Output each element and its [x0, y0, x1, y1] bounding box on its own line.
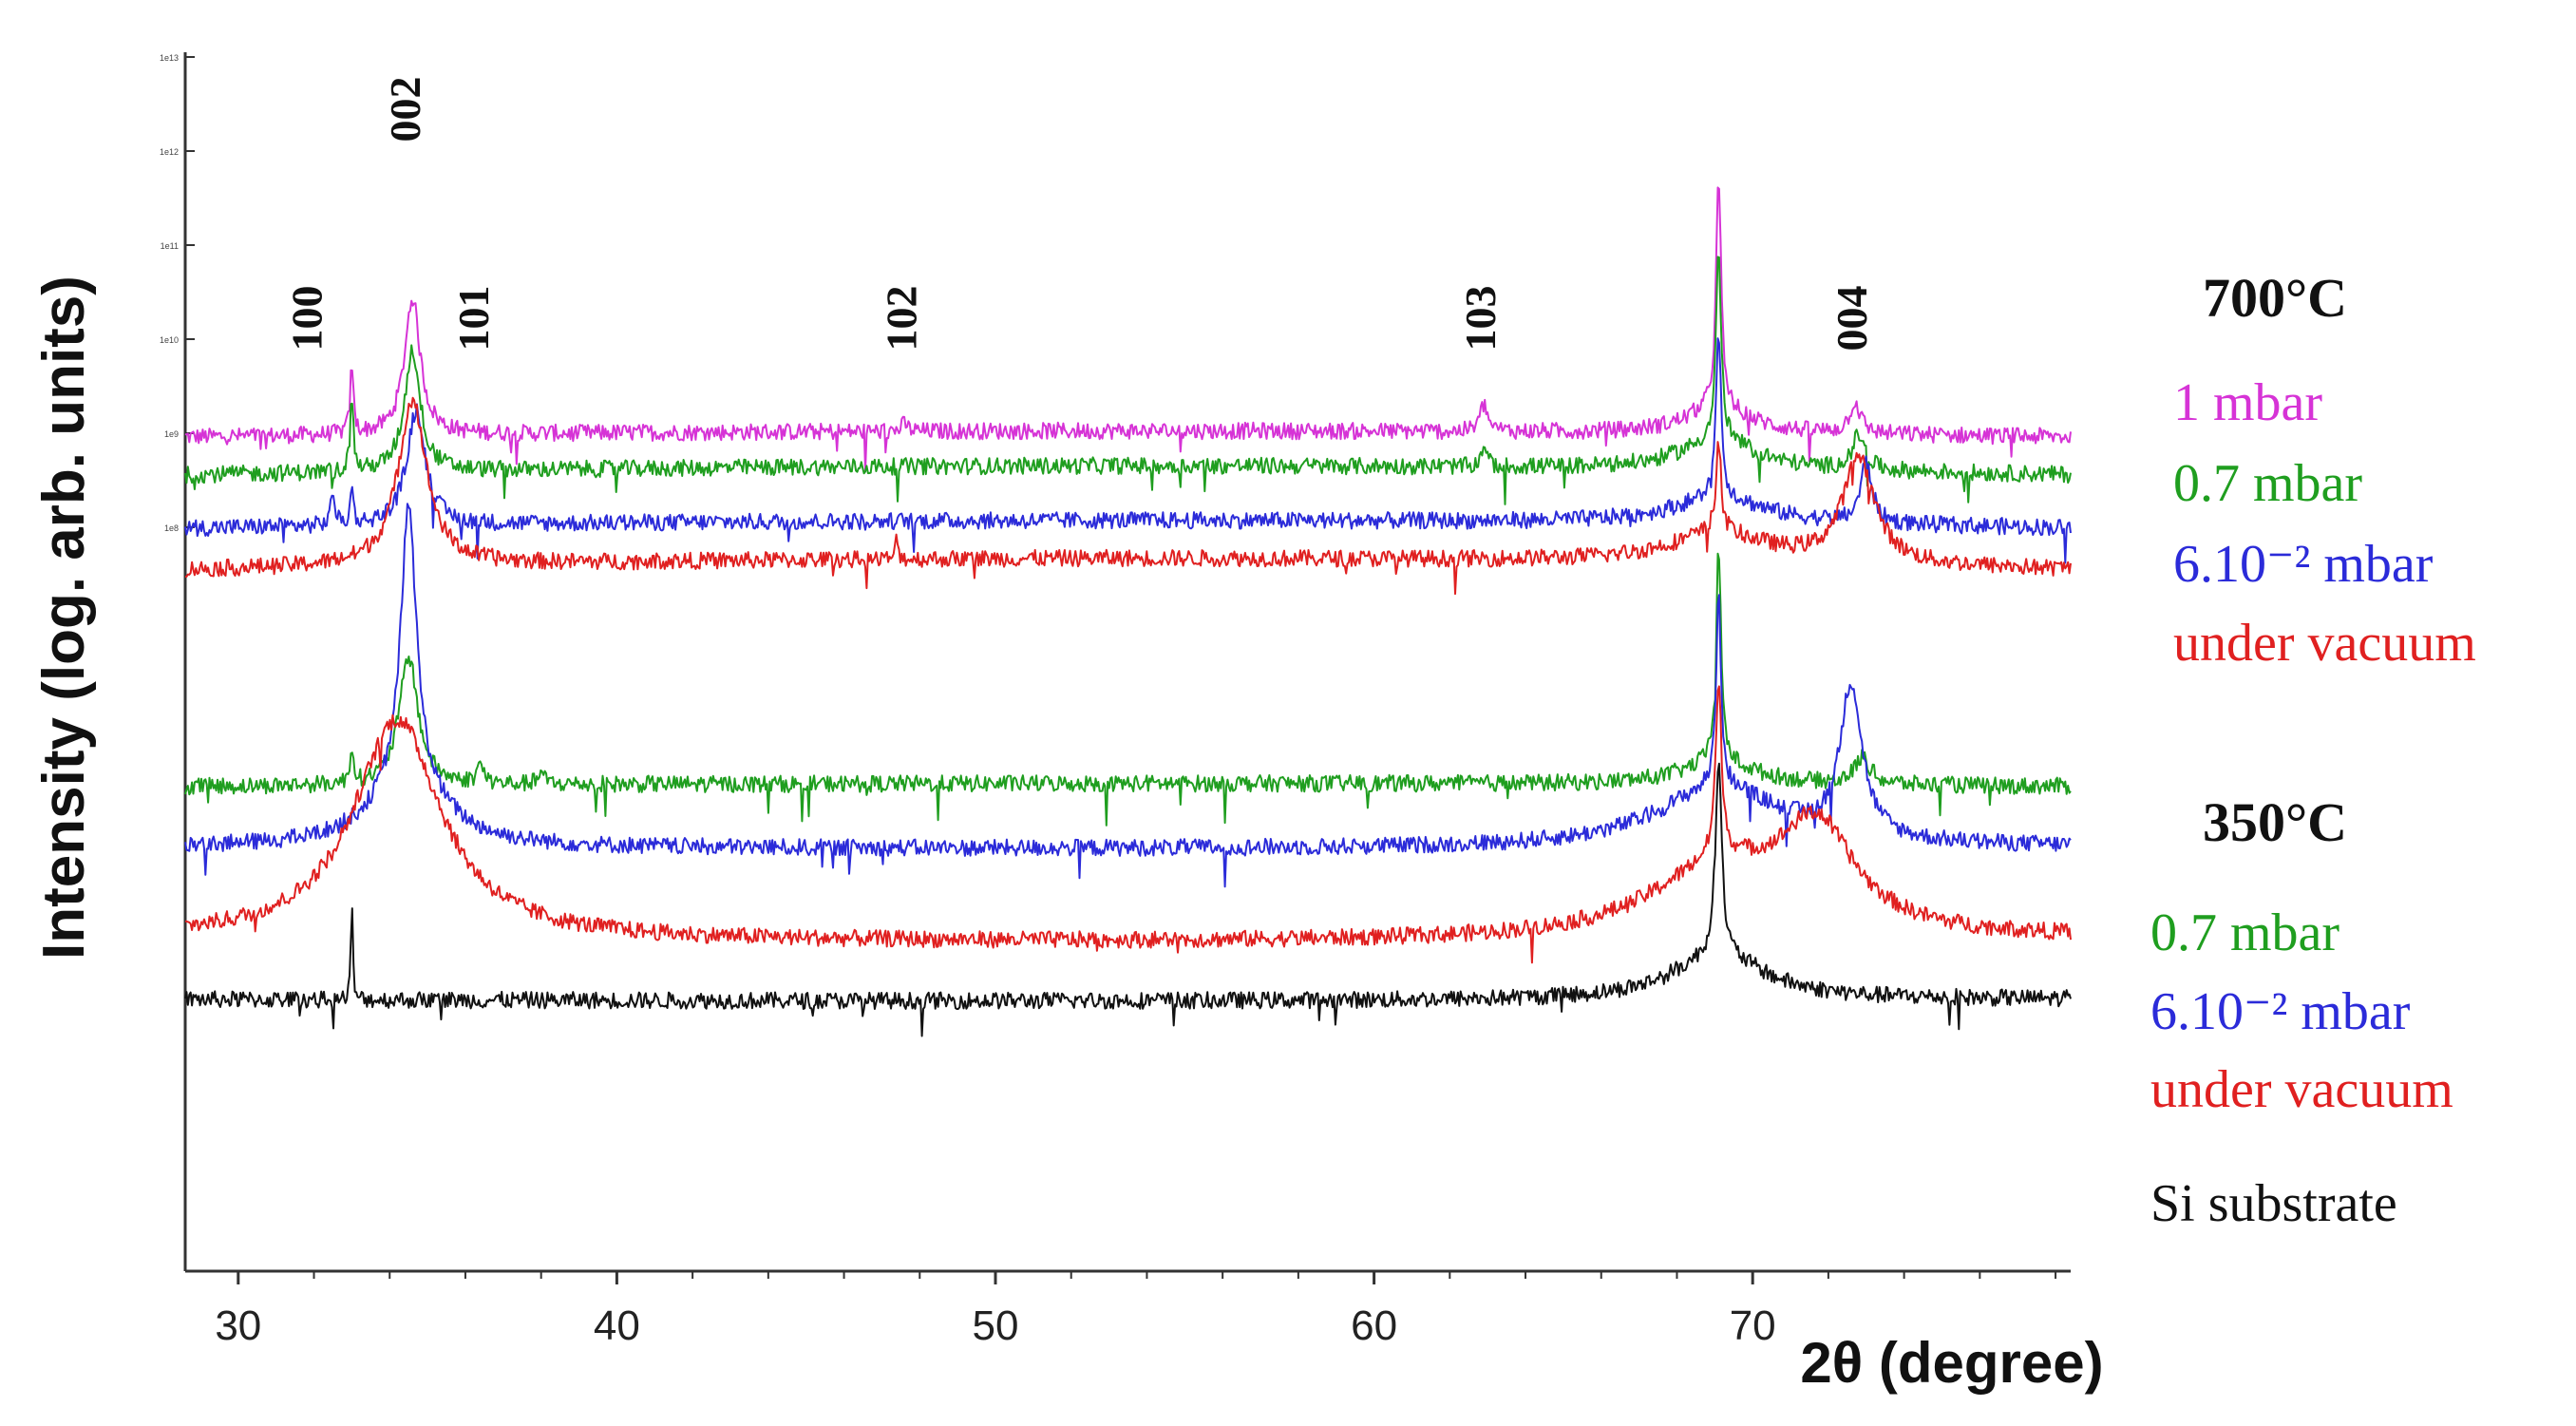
- series-line-6: [184, 685, 2072, 964]
- series-line-0: [184, 186, 2072, 473]
- series-line-3: [184, 396, 2072, 596]
- x-tick-label: 60: [1351, 1302, 1397, 1349]
- x-ticks: 30 40 50 60 70: [215, 1271, 2057, 1349]
- reflection-labels: 100 002 101 102 103 004: [283, 77, 1876, 352]
- y-tick-label: 1e10: [160, 335, 179, 345]
- y-tick-label: 1e11: [161, 241, 179, 251]
- group-heading-1: 350°C: [2203, 791, 2347, 853]
- series-line-2: [184, 337, 2072, 564]
- y-tick-label: 1e8: [164, 523, 179, 533]
- series-group: [184, 186, 2072, 1037]
- x-tick-label: 30: [215, 1302, 261, 1349]
- legend-entry-3: under vacuum: [2173, 614, 2476, 673]
- legend-entry-4: 0.7 mbar: [2150, 903, 2339, 962]
- legend-entry-0: 1 mbar: [2173, 373, 2322, 432]
- legend: 700°C 350°C 1 mbar 0.7 mbar 6.10⁻² mbar under…: [2150, 267, 2476, 1233]
- reflection-label-101: 101: [449, 286, 498, 352]
- y-tick-label: 1e13: [160, 53, 179, 63]
- x-tick-label: 50: [973, 1302, 1019, 1349]
- x-axis-label: 2θ (degree): [1800, 1331, 2103, 1395]
- reflection-label-100: 100: [283, 286, 331, 352]
- y-axis-label: Intensity (log. arb. units): [31, 276, 97, 960]
- legend-entry-7: Si substrate: [2150, 1174, 2397, 1233]
- reflection-label-002: 002: [381, 77, 429, 143]
- reflection-label-103: 103: [1456, 286, 1505, 352]
- reflection-label-004: 004: [1828, 286, 1876, 352]
- series-line-4: [184, 552, 2072, 827]
- group-heading-0: 700°C: [2203, 267, 2347, 329]
- series-line-5: [184, 503, 2072, 888]
- y-tick-label: 1e9: [164, 429, 179, 439]
- series-line-7: [184, 762, 2072, 1037]
- y-tick-label: 1e12: [160, 147, 179, 157]
- x-tick-label: 70: [1730, 1302, 1776, 1349]
- series-line-1: [184, 256, 2072, 505]
- x-tick-label: 40: [594, 1302, 640, 1349]
- reflection-label-102: 102: [877, 286, 925, 352]
- legend-entry-2: 6.10⁻² mbar: [2173, 535, 2434, 594]
- legend-entry-5: 6.10⁻² mbar: [2150, 982, 2411, 1041]
- legend-entry-1: 0.7 mbar: [2173, 454, 2362, 513]
- legend-entry-6: under vacuum: [2150, 1060, 2453, 1119]
